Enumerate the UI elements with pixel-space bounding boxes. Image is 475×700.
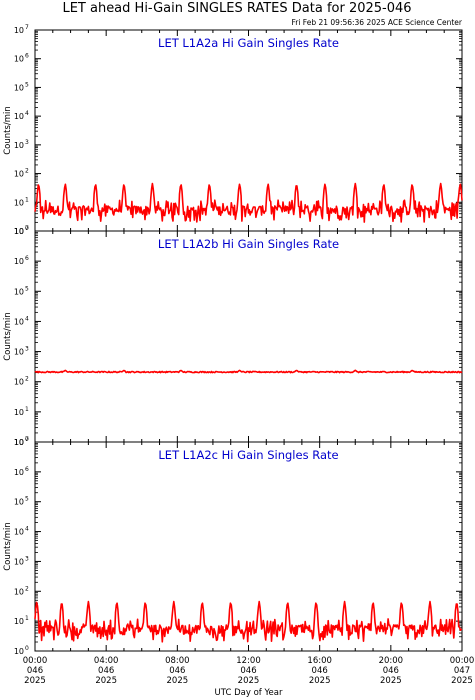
x-axis-label: UTC Day of Year (215, 688, 283, 698)
y-tick-label: 10 (14, 348, 24, 357)
y-axis-label: Counts/min (3, 106, 13, 155)
y-tick-exponent: 3 (25, 139, 29, 146)
y-tick-label: 10 (14, 112, 24, 121)
y-tick-exponent: 1 (25, 406, 29, 413)
y-tick-label: 10 (14, 257, 24, 266)
x-tick-label: 20:00 (379, 656, 404, 666)
y-tick-exponent: 0 (25, 225, 29, 232)
y-tick-exponent: 6 (25, 53, 29, 60)
y-tick-exponent: 7 (25, 436, 29, 443)
x-tick-label: 047 (454, 666, 470, 676)
y-tick-label: 10 (14, 468, 24, 477)
x-tick-label: 2025 (380, 676, 402, 686)
y-tick-label: 10 (14, 227, 24, 236)
y-tick-label: 10 (14, 438, 24, 447)
y-tick-exponent: 2 (25, 168, 29, 175)
x-tick-label: 00:00 (450, 656, 475, 666)
y-tick-label: 10 (14, 438, 24, 447)
y-tick-label: 10 (14, 198, 24, 207)
series-line (34, 369, 463, 374)
y-tick-exponent: 0 (25, 436, 29, 443)
y-tick-exponent: 0 (25, 645, 29, 652)
y-tick-label: 10 (14, 170, 24, 179)
y-tick-exponent: 5 (25, 81, 29, 88)
y-tick-label: 10 (14, 498, 24, 507)
y-tick-exponent: 1 (25, 196, 29, 203)
x-tick-label: 00:00 (23, 656, 48, 666)
x-tick-label: 2025 (238, 676, 260, 686)
x-tick-label: 2025 (451, 676, 473, 686)
y-axis-label: Counts/min (3, 312, 13, 361)
y-axis-label: Counts/min (3, 522, 13, 571)
panel-title: LET L1A2a Hi Gain Singles Rate (158, 36, 339, 50)
y-tick-exponent: 6 (25, 466, 29, 473)
y-tick-label: 10 (14, 647, 24, 656)
y-tick-label: 10 (14, 617, 24, 626)
y-tick-exponent: 2 (25, 585, 29, 592)
x-tick-label: 2025 (95, 676, 117, 686)
y-tick-exponent: 4 (25, 315, 29, 322)
series-line (34, 600, 463, 643)
x-tick-label: 046 (312, 666, 328, 676)
series-line (34, 182, 463, 223)
y-tick-label: 10 (14, 26, 24, 35)
x-tick-label: 046 (98, 666, 114, 676)
y-tick-exponent: 5 (25, 285, 29, 292)
x-tick-label: 2025 (309, 676, 331, 686)
x-tick-label: 08:00 (165, 656, 190, 666)
y-tick-exponent: 5 (25, 496, 29, 503)
y-tick-exponent: 3 (25, 346, 29, 353)
x-tick-label: 046 (240, 666, 256, 676)
y-tick-label: 10 (14, 141, 24, 150)
figure-title: LET ahead Hi-Gain SINGLES RATES Data for… (62, 1, 411, 16)
y-tick-label: 10 (14, 408, 24, 417)
y-tick-exponent: 1 (25, 615, 29, 622)
y-tick-label: 10 (14, 227, 24, 236)
generation-timestamp: Fri Feb 21 09:56:36 2025 ACE Science Cen… (291, 18, 462, 27)
y-tick-exponent: 3 (25, 555, 29, 562)
x-tick-label: 046 (169, 666, 185, 676)
y-tick-exponent: 4 (25, 110, 29, 117)
y-tick-label: 10 (14, 587, 24, 596)
y-tick-label: 10 (14, 557, 24, 566)
y-tick-exponent: 4 (25, 526, 29, 533)
y-tick-label: 10 (14, 83, 24, 92)
x-tick-label: 16:00 (307, 656, 332, 666)
plot-frame (34, 441, 463, 652)
y-tick-label: 10 (14, 528, 24, 537)
y-tick-exponent: 2 (25, 376, 29, 383)
x-tick-label: 12:00 (236, 656, 261, 666)
y-tick-exponent: 6 (25, 255, 29, 262)
x-tick-label: 2025 (24, 676, 46, 686)
y-tick-label: 10 (14, 287, 24, 296)
plot-frame (34, 29, 463, 232)
y-tick-exponent: 7 (25, 24, 29, 31)
y-tick-label: 10 (14, 378, 24, 387)
y-tick-label: 10 (14, 317, 24, 326)
panel-title: LET L1A2c Hi Gain Singles Rate (158, 448, 338, 462)
x-tick-label: 2025 (167, 676, 189, 686)
panel-title: LET L1A2b Hi Gain Singles Rate (158, 237, 339, 251)
x-tick-label: 046 (383, 666, 399, 676)
x-tick-label: 04:00 (94, 656, 119, 666)
y-tick-exponent: 7 (25, 225, 29, 232)
x-tick-label: 046 (27, 666, 43, 676)
plot-frame (34, 230, 463, 443)
y-tick-label: 10 (14, 55, 24, 64)
